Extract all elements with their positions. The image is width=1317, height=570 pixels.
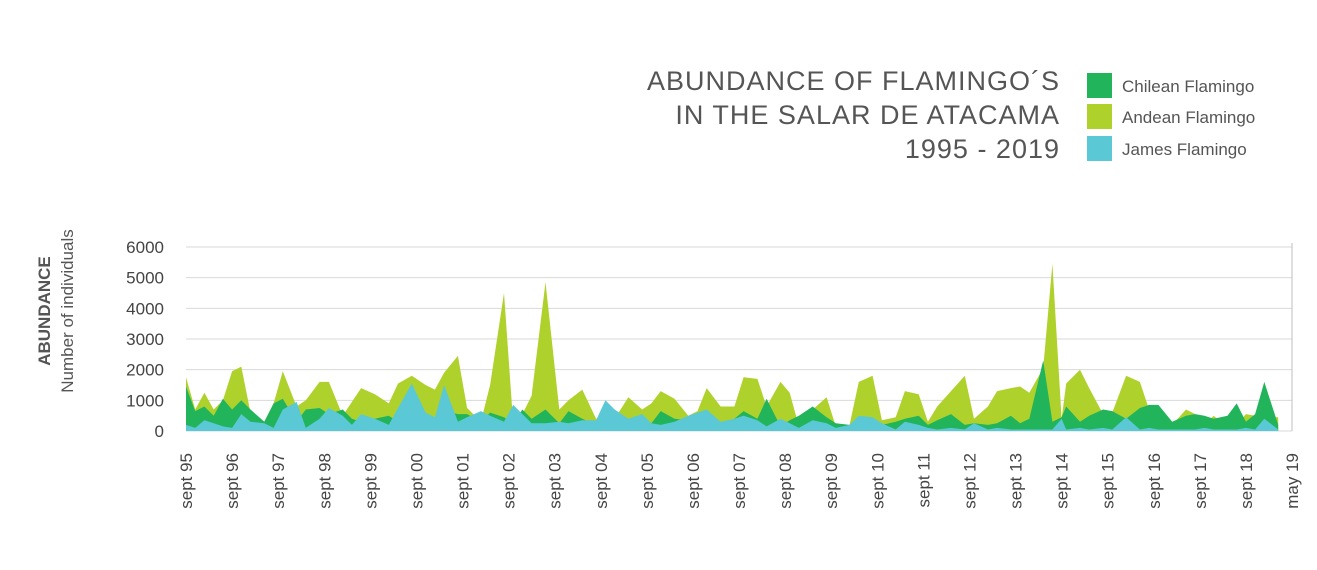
y-tick-label: 4000 (126, 299, 164, 318)
chart-legend: Chilean Flamingo Andean Flamingo James F… (1087, 73, 1255, 161)
x-tick-label: sept 16 (1145, 453, 1164, 509)
x-tick-label: sept 11 (914, 453, 933, 508)
chart-title: ABUNDANCE OF FLAMINGO´S IN THE SALAR DE … (647, 66, 1060, 164)
chart-title-line-3: 1995 - 2019 (905, 134, 1060, 164)
x-tick-label: sept 10 (868, 453, 887, 509)
x-tick-label: sept 99 (361, 453, 380, 509)
x-tick-label: sept 18 (1237, 453, 1256, 509)
y-tick-label: 0 (155, 422, 164, 441)
x-tick-label: sept 05 (638, 453, 657, 509)
y-axis-ticks: 0 1000 2000 3000 4000 5000 6000 (126, 238, 164, 441)
x-tick-label: sept 17 (1191, 453, 1210, 509)
y-tick-label: 5000 (126, 269, 164, 288)
chart-title-line-1: ABUNDANCE OF FLAMINGO´S (647, 66, 1060, 96)
x-tick-label: sept 97 (269, 453, 288, 509)
legend-label-andean-flamingo: Andean Flamingo (1122, 108, 1255, 127)
chart-title-line-2: IN THE SALAR DE ATACAMA (675, 100, 1060, 130)
x-tick-label: sept 03 (546, 453, 565, 509)
x-tick-label: sept 12 (960, 453, 979, 509)
x-tick-label: may 19 (1283, 453, 1302, 509)
x-tick-label: sept 00 (407, 453, 426, 509)
y-axis-title-sub: Number of individuals (58, 229, 77, 392)
y-axis-title: ABUNDANCE Number of individuals (35, 229, 77, 392)
x-tick-label: sept 09 (822, 453, 841, 509)
x-tick-label: sept 08 (776, 453, 795, 509)
x-tick-label: sept 15 (1099, 453, 1118, 509)
legend-label-chilean-flamingo: Chilean Flamingo (1122, 77, 1254, 96)
legend-swatch-james-flamingo (1087, 136, 1112, 161)
y-axis-title-main: ABUNDANCE (35, 256, 54, 366)
x-axis-ticks: sept 95 sept 96 sept 97 sept 98 sept 99 sept … (177, 453, 1302, 509)
area-andean-flamingo (186, 263, 1279, 431)
x-tick-label: sept 14 (1053, 453, 1072, 509)
legend-swatch-chilean-flamingo (1087, 73, 1112, 98)
y-tick-label: 6000 (126, 238, 164, 257)
y-tick-label: 3000 (126, 330, 164, 349)
x-tick-label: sept 06 (684, 453, 703, 509)
x-tick-label: sept 04 (592, 453, 611, 509)
x-tick-label: sept 01 (454, 453, 473, 509)
y-tick-label: 2000 (126, 361, 164, 380)
legend-swatch-andean-flamingo (1087, 104, 1112, 129)
legend-label-james-flamingo: James Flamingo (1122, 140, 1247, 159)
x-tick-label: sept 07 (730, 453, 749, 509)
x-tick-label: sept 95 (177, 453, 196, 509)
x-tick-label: sept 96 (223, 453, 242, 509)
area-james-flamingo (186, 383, 1279, 431)
area-series (186, 263, 1279, 431)
x-tick-label: sept 02 (500, 453, 519, 509)
y-tick-label: 1000 (126, 391, 164, 410)
x-tick-label: sept 98 (315, 453, 334, 509)
x-tick-label: sept 13 (1007, 453, 1026, 509)
